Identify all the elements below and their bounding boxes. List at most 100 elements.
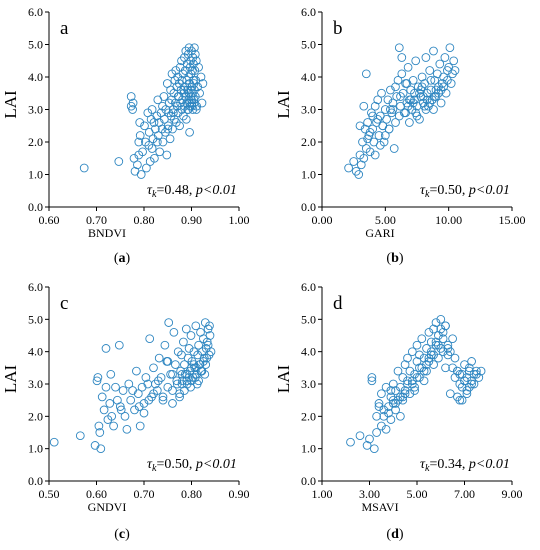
data-point bbox=[149, 363, 158, 373]
data-point bbox=[202, 353, 212, 363]
data-point bbox=[426, 347, 436, 357]
x-tick-label: 0.60 bbox=[86, 487, 107, 501]
data-point bbox=[426, 337, 436, 347]
data-point bbox=[182, 369, 192, 379]
data-point bbox=[171, 118, 181, 127]
data-point bbox=[196, 72, 206, 82]
data-point bbox=[101, 344, 111, 353]
y-tick-label: 0.0 bbox=[28, 200, 43, 214]
y-tick-label: 5.0 bbox=[28, 38, 43, 52]
data-point bbox=[355, 431, 365, 441]
data-point bbox=[185, 127, 194, 137]
data-point bbox=[405, 366, 415, 376]
data-point bbox=[168, 399, 177, 408]
data-point bbox=[166, 111, 176, 121]
data-point bbox=[472, 369, 481, 379]
chart-panel-d: 1.00 3.00 5.00 7.00 9.00 0.0 1.0 2.0 3.0 4.0 5.0 6.… bbox=[274, 280, 523, 514]
panel-caption: (b) bbox=[386, 251, 403, 266]
data-point bbox=[430, 92, 440, 101]
x-tick-label: 0.70 bbox=[134, 487, 155, 501]
data-point bbox=[128, 98, 138, 108]
data-point bbox=[455, 369, 465, 379]
data-point bbox=[114, 157, 124, 166]
data-point bbox=[163, 382, 173, 392]
data-point bbox=[455, 379, 465, 389]
data-point bbox=[359, 101, 369, 111]
data-point bbox=[419, 376, 429, 386]
data-point bbox=[171, 66, 181, 75]
data-point bbox=[438, 327, 448, 337]
data-point bbox=[173, 92, 183, 101]
data-point bbox=[374, 131, 384, 140]
data-point bbox=[439, 82, 448, 92]
data-point bbox=[435, 59, 445, 69]
data-point bbox=[197, 366, 207, 376]
data-point bbox=[410, 88, 419, 98]
data-point bbox=[140, 121, 149, 131]
data-point bbox=[460, 376, 469, 386]
data-point bbox=[344, 163, 353, 173]
data-point bbox=[476, 366, 486, 376]
data-point bbox=[152, 137, 162, 147]
x-tick-label: 9.00 bbox=[502, 487, 523, 501]
data-point bbox=[431, 337, 441, 347]
data-point bbox=[441, 321, 450, 331]
data-point bbox=[382, 114, 391, 124]
data-point bbox=[359, 153, 369, 163]
data-point bbox=[168, 369, 177, 379]
data-point bbox=[431, 340, 441, 350]
data-point bbox=[203, 340, 213, 350]
y-tick-label: 2.0 bbox=[28, 409, 43, 423]
data-point bbox=[469, 379, 479, 389]
x-tick-label: 0.90 bbox=[229, 487, 250, 501]
data-point bbox=[135, 118, 145, 127]
data-point bbox=[195, 360, 205, 369]
data-point bbox=[349, 157, 359, 166]
data-point bbox=[450, 353, 460, 363]
data-point bbox=[139, 408, 149, 418]
x-axis-title: GNDVI bbox=[88, 500, 127, 514]
correlation-annotation: τk=0.34, p<0.01 bbox=[420, 457, 510, 474]
data-point bbox=[370, 150, 380, 160]
data-point bbox=[384, 408, 393, 418]
data-point bbox=[405, 389, 415, 399]
data-point bbox=[443, 66, 452, 75]
y-tick-label: 1.0 bbox=[28, 168, 43, 182]
y-tick-label: 5.0 bbox=[301, 38, 316, 52]
data-point bbox=[419, 366, 429, 376]
data-point bbox=[462, 389, 472, 399]
data-point bbox=[400, 360, 410, 369]
data-point bbox=[168, 386, 177, 395]
data-point bbox=[128, 386, 137, 395]
data-point bbox=[185, 62, 195, 72]
data-point bbox=[92, 376, 102, 386]
data-point bbox=[133, 160, 142, 170]
data-point bbox=[128, 105, 137, 114]
data-point bbox=[429, 46, 438, 56]
y-tick-label: 3.0 bbox=[301, 377, 316, 391]
data-point bbox=[132, 366, 141, 376]
data-point bbox=[346, 437, 355, 447]
data-point bbox=[153, 376, 163, 386]
data-point bbox=[163, 121, 173, 131]
data-point bbox=[164, 318, 174, 327]
panel-letter: a bbox=[60, 18, 69, 39]
data-point bbox=[200, 369, 210, 379]
data-point bbox=[441, 363, 450, 373]
data-point bbox=[163, 357, 173, 366]
data-point bbox=[426, 85, 436, 95]
data-point bbox=[440, 53, 450, 62]
data-point bbox=[172, 101, 182, 111]
data-point bbox=[464, 382, 474, 392]
data-point bbox=[373, 114, 383, 124]
data-point bbox=[158, 137, 168, 147]
data-point bbox=[189, 360, 199, 369]
data-point bbox=[184, 344, 194, 353]
panel-letter: b bbox=[333, 18, 343, 39]
data-point bbox=[438, 347, 448, 357]
data-point bbox=[136, 170, 146, 179]
data-point bbox=[429, 324, 438, 334]
data-point bbox=[415, 373, 424, 382]
data-point bbox=[422, 344, 431, 353]
data-point bbox=[175, 389, 184, 399]
